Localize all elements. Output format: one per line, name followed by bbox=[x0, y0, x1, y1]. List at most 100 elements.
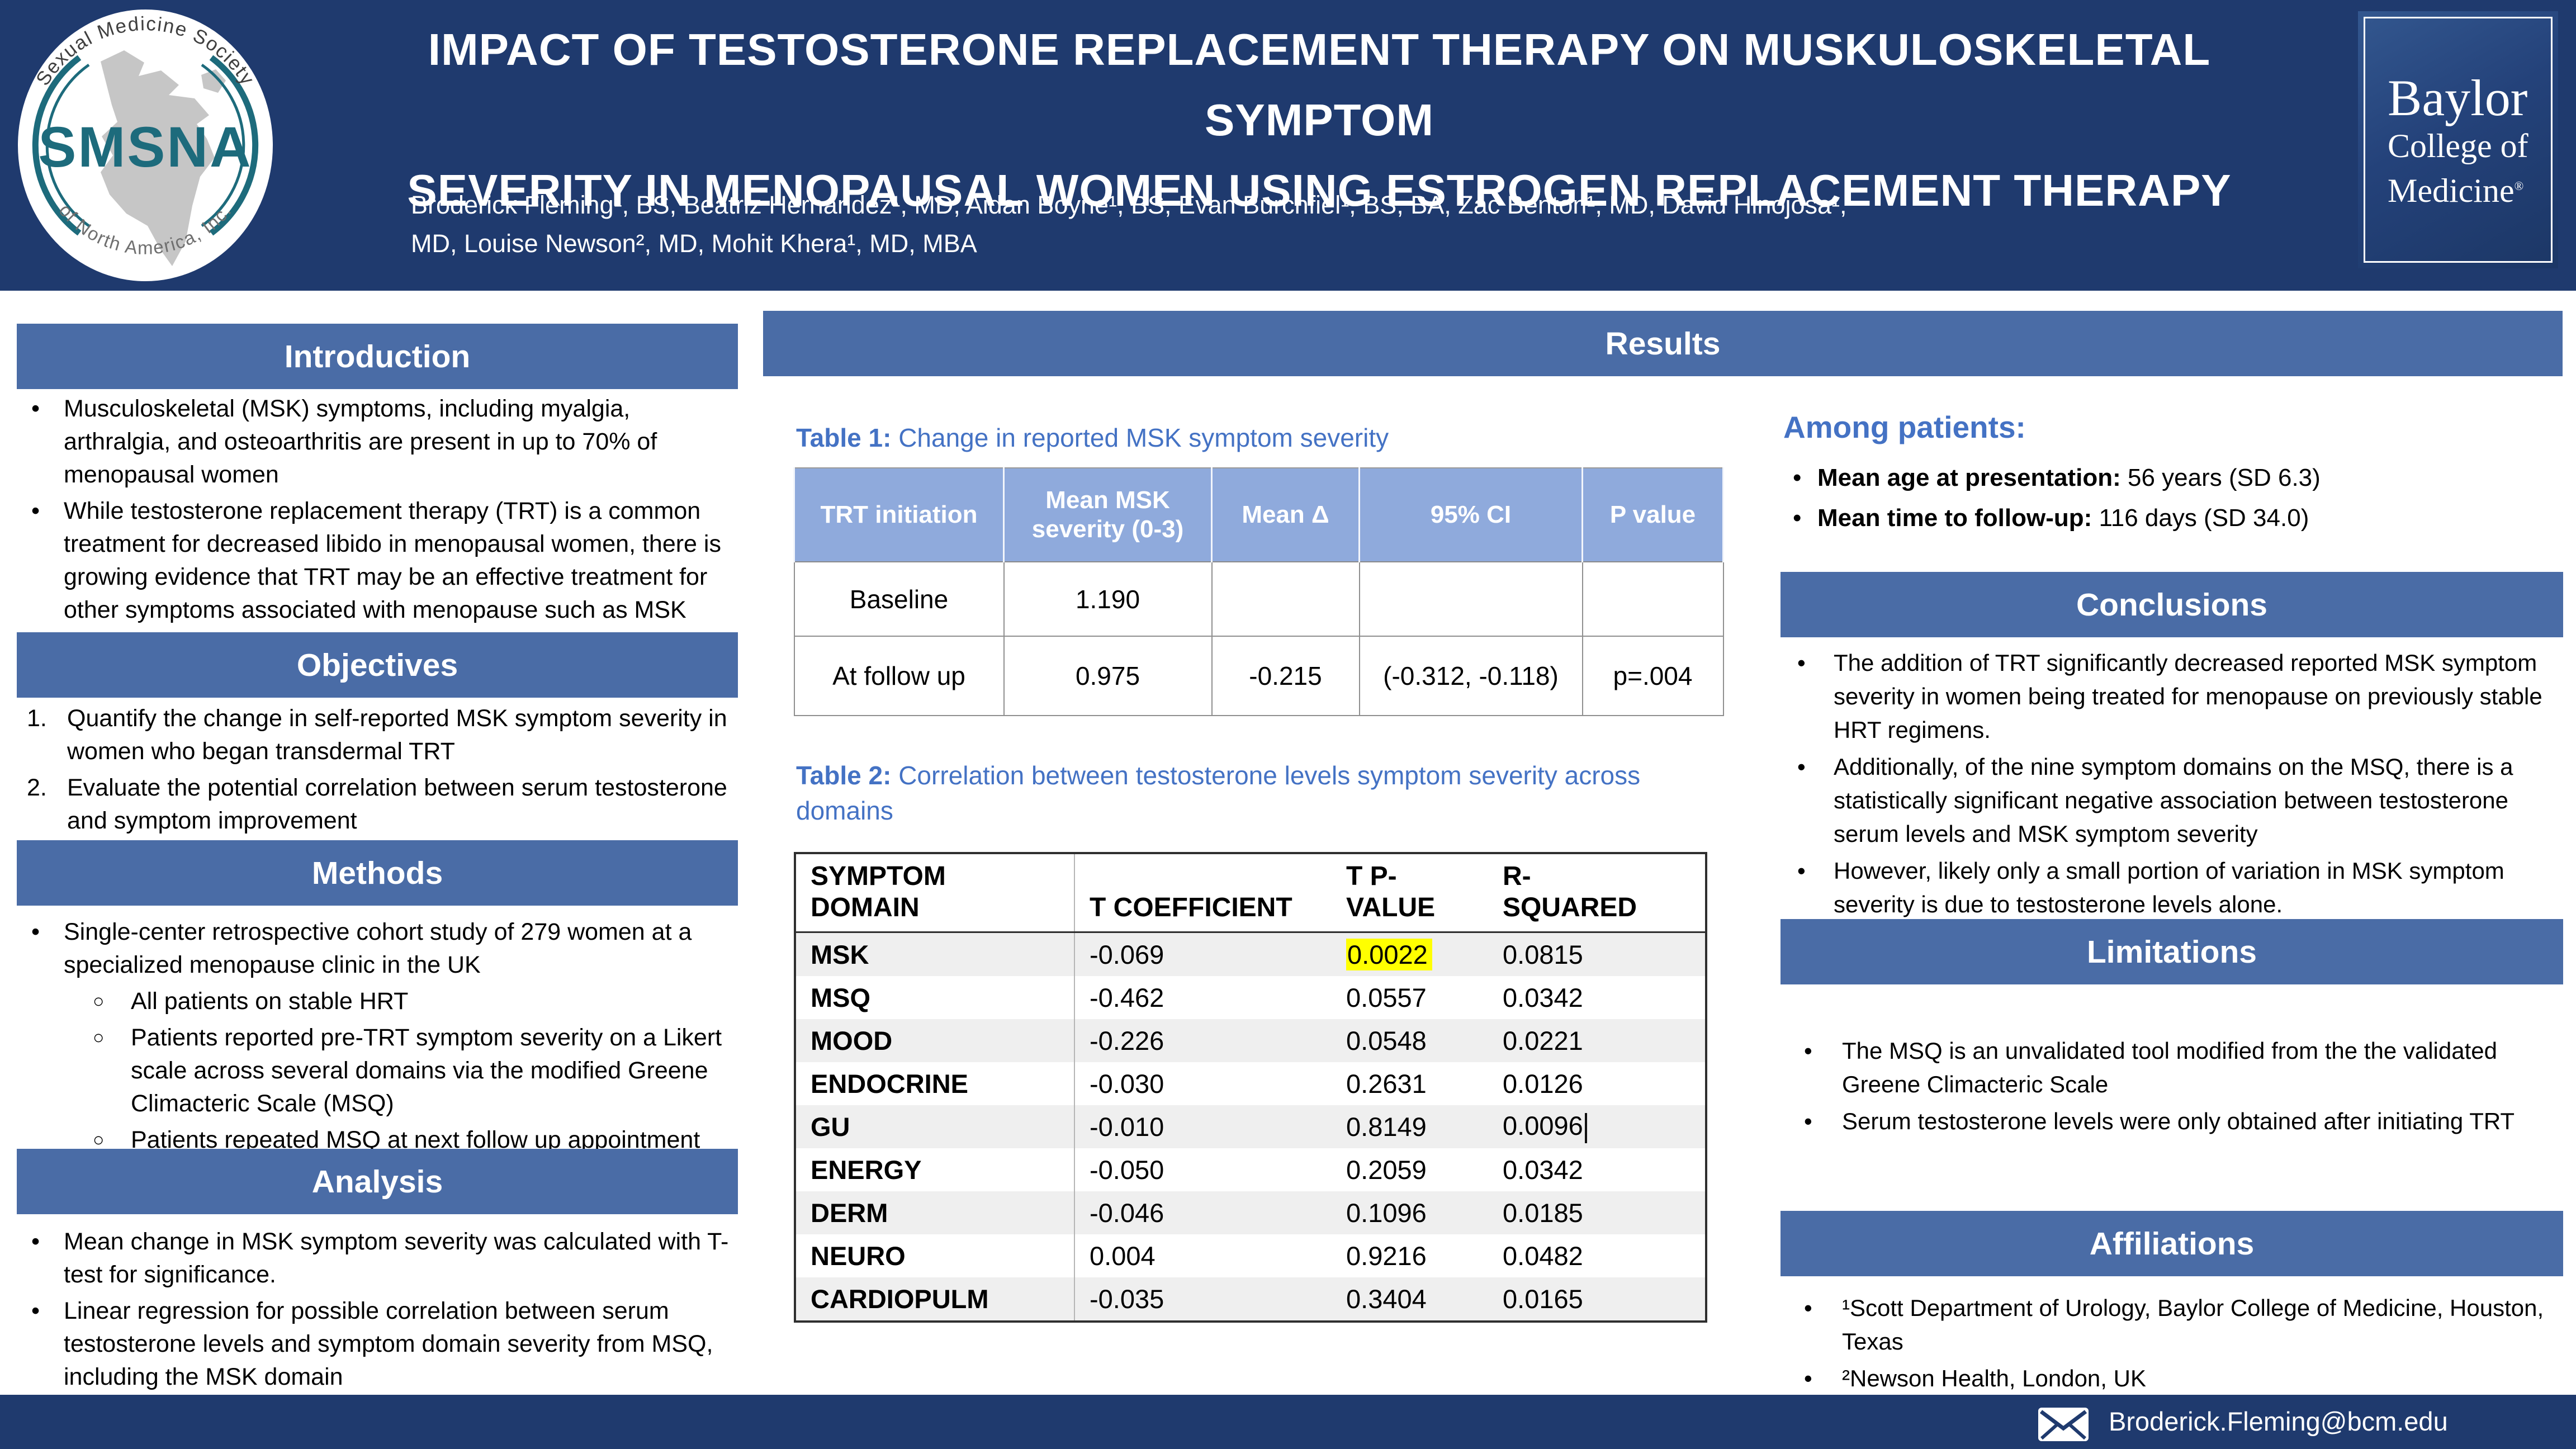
table2-header-cell: T COEFFICIENT bbox=[1074, 853, 1332, 933]
table2-cell: DERM bbox=[795, 1191, 1075, 1234]
list-item-text: Mean time to follow-up: 116 days (SD 34.… bbox=[1817, 504, 2309, 532]
table2-title-text: Correlation between testosterone levels … bbox=[796, 761, 1641, 825]
list-item-text: Linear regression for possible correlati… bbox=[64, 1298, 713, 1390]
table2-cell: -0.046 bbox=[1074, 1191, 1332, 1234]
table2-cell: 0.0557 bbox=[1346, 983, 1427, 1012]
sub-list-item: Patients reported pre-TRT symptom severi… bbox=[83, 1021, 741, 1120]
table2-row: ENERGY -0.050 0.2059 0.0342 bbox=[795, 1148, 1706, 1191]
section-header-introduction: Introduction bbox=[17, 324, 738, 389]
table1-title-text: Change in reported MSK symptom severity bbox=[891, 423, 1389, 452]
envelope-icon bbox=[2038, 1408, 2089, 1441]
table2-cell: -0.050 bbox=[1090, 1155, 1164, 1185]
section-header-objectives: Objectives bbox=[17, 632, 738, 698]
footer-banner bbox=[0, 1395, 2576, 1449]
circle-marker bbox=[83, 985, 131, 1018]
list-item-text: Single-center retrospective cohort study… bbox=[64, 918, 692, 978]
table1-cell: Baseline bbox=[793, 561, 1005, 637]
list-item: Linear regression for possible correlati… bbox=[17, 1295, 741, 1394]
among-patients-heading: Among patients: bbox=[1783, 410, 2026, 444]
bullet-marker bbox=[1781, 1291, 1842, 1358]
table2: SYMPTOM DOMAIN T COEFFICIENT T P- VALUE R-… bbox=[794, 852, 1707, 1323]
table2-cell: -0.035 bbox=[1074, 1277, 1332, 1322]
list-item: ²Newson Health, London, UK bbox=[1781, 1362, 2563, 1395]
table1-cell: -0.215 bbox=[1211, 636, 1360, 716]
table2-cell: ENDOCRINE bbox=[795, 1062, 1075, 1105]
table2-header-cell: T P- VALUE bbox=[1332, 853, 1488, 933]
introduction-list: Musculoskeletal (MSK) symptoms, includin… bbox=[17, 392, 741, 630]
bullet-marker bbox=[1781, 1034, 1842, 1101]
table2-cell: MSQ bbox=[795, 976, 1075, 1019]
section-header-results: Results bbox=[763, 311, 2563, 376]
table1-cell bbox=[1581, 561, 1724, 637]
table2-title-label: Table 2: bbox=[796, 761, 892, 790]
baylor-line2: College of bbox=[2388, 127, 2528, 164]
table2-cell: -0.010 bbox=[1074, 1105, 1332, 1148]
section-header-conclusions: Conclusions bbox=[1781, 572, 2563, 637]
bullet-marker bbox=[1781, 1362, 1842, 1395]
bullet-marker bbox=[17, 495, 64, 627]
table2-cell: 0.0126 bbox=[1503, 1069, 1583, 1098]
table2-cell: MSK bbox=[795, 932, 1075, 976]
bullet-marker bbox=[17, 1225, 64, 1291]
table2-cell: 0.8149 bbox=[1332, 1105, 1488, 1148]
table2-row: CARDIOPULM -0.035 0.3404 0.0165 bbox=[795, 1277, 1706, 1322]
list-item-text: Quantify the change in self-reported MSK… bbox=[67, 705, 727, 765]
table1-header-cell: 95% CI bbox=[1358, 467, 1583, 562]
smsna-acronym: SMSNA bbox=[38, 115, 252, 179]
list-item: Mean age at presentation: 56 years (SD 6… bbox=[1781, 460, 2563, 496]
section-header-limitations: Limitations bbox=[1781, 919, 2563, 984]
list-item: ¹Scott Department of Urology, Baylor Col… bbox=[1781, 1291, 2563, 1358]
list-item-text: However, likely only a small portion of … bbox=[1834, 858, 2504, 917]
table2-row: MSQ -0.462 0.0557 0.0342 bbox=[795, 976, 1706, 1019]
baylor-line3: Medicine® bbox=[2388, 172, 2524, 209]
bullet-marker bbox=[1781, 460, 1817, 496]
bullet-marker bbox=[17, 1295, 64, 1394]
list-item-text: Evaluate the potential correlation betwe… bbox=[67, 774, 727, 834]
table2-cell: 0.3404 bbox=[1332, 1277, 1488, 1322]
header-banner: Sexual Medicine Society of North America… bbox=[0, 0, 2576, 291]
table2-cell: GU bbox=[795, 1105, 1075, 1148]
table2-row: NEURO 0.004 0.9216 0.0482 bbox=[795, 1234, 1706, 1277]
list-item: The addition of TRT significantly decrea… bbox=[1781, 646, 2563, 747]
table1-header-cell: Mean MSK severity (0-3) bbox=[1003, 467, 1213, 562]
among-patients-list: Mean age at presentation: 56 years (SD 6… bbox=[1781, 460, 2563, 540]
table2-cell: 0.0342 bbox=[1503, 983, 1583, 1012]
table2-cell: 0.2059 bbox=[1346, 1155, 1427, 1185]
conclusions-list: The addition of TRT significantly decrea… bbox=[1781, 646, 2563, 925]
list-item: The MSQ is an unvalidated tool modified … bbox=[1781, 1034, 2563, 1101]
table2-row: ENDOCRINE -0.030 0.2631 0.0126 bbox=[795, 1062, 1706, 1105]
table2-cell: 0.2631 bbox=[1346, 1069, 1427, 1098]
list-item-text: Patients reported pre-TRT symptom severi… bbox=[131, 1024, 722, 1117]
table2-cell: -0.069 bbox=[1074, 932, 1332, 976]
table1-header-cell: P value bbox=[1581, 467, 1724, 562]
bullet-marker bbox=[1781, 1105, 1842, 1138]
table2-cell: -0.462 bbox=[1090, 983, 1164, 1012]
table1-cell: (-0.312, -0.118) bbox=[1358, 636, 1583, 716]
logo-arc-right-outer bbox=[209, 55, 259, 236]
authors-line2: MD, Louise Newson², MD, Mohit Khera¹, MD… bbox=[411, 229, 977, 258]
table2-cell: 0.9216 bbox=[1346, 1241, 1427, 1271]
table2-header-cell: SYMPTOM DOMAIN bbox=[795, 853, 1075, 933]
list-item: Serum testosterone levels were only obta… bbox=[1781, 1105, 2563, 1138]
table2-cell: 0.0548 bbox=[1332, 1019, 1488, 1062]
table2-cell: 0.0096 bbox=[1488, 1105, 1706, 1148]
logo-arc-right-inner bbox=[201, 63, 245, 228]
objectives-list: 1. Quantify the change in self-reported … bbox=[17, 702, 741, 841]
table2-cell: CARDIOPULM bbox=[795, 1277, 1075, 1322]
table1-cell bbox=[1358, 561, 1583, 637]
list-item-text: The addition of TRT significantly decrea… bbox=[1834, 650, 2542, 743]
methods-list: Single-center retrospective cohort study… bbox=[17, 916, 741, 1160]
logo-arc-left-inner bbox=[45, 63, 90, 228]
circle-marker bbox=[83, 1021, 131, 1120]
table2-cell: 0.0185 bbox=[1488, 1191, 1706, 1234]
registered-mark: ® bbox=[2514, 179, 2524, 193]
table2-cell: NEURO bbox=[795, 1234, 1075, 1277]
list-item: 1. Quantify the change in self-reported … bbox=[17, 702, 741, 768]
table2-cell: -0.030 bbox=[1090, 1069, 1164, 1098]
sub-list-item: All patients on stable HRT bbox=[83, 985, 741, 1018]
list-item-text: ¹Scott Department of Urology, Baylor Col… bbox=[1842, 1295, 2544, 1355]
list-item: Mean time to follow-up: 116 days (SD 34.… bbox=[1781, 500, 2563, 537]
text-caret bbox=[1584, 1112, 1587, 1143]
table2-header-row: SYMPTOM DOMAIN T COEFFICIENT T P- VALUE R-… bbox=[795, 853, 1706, 933]
